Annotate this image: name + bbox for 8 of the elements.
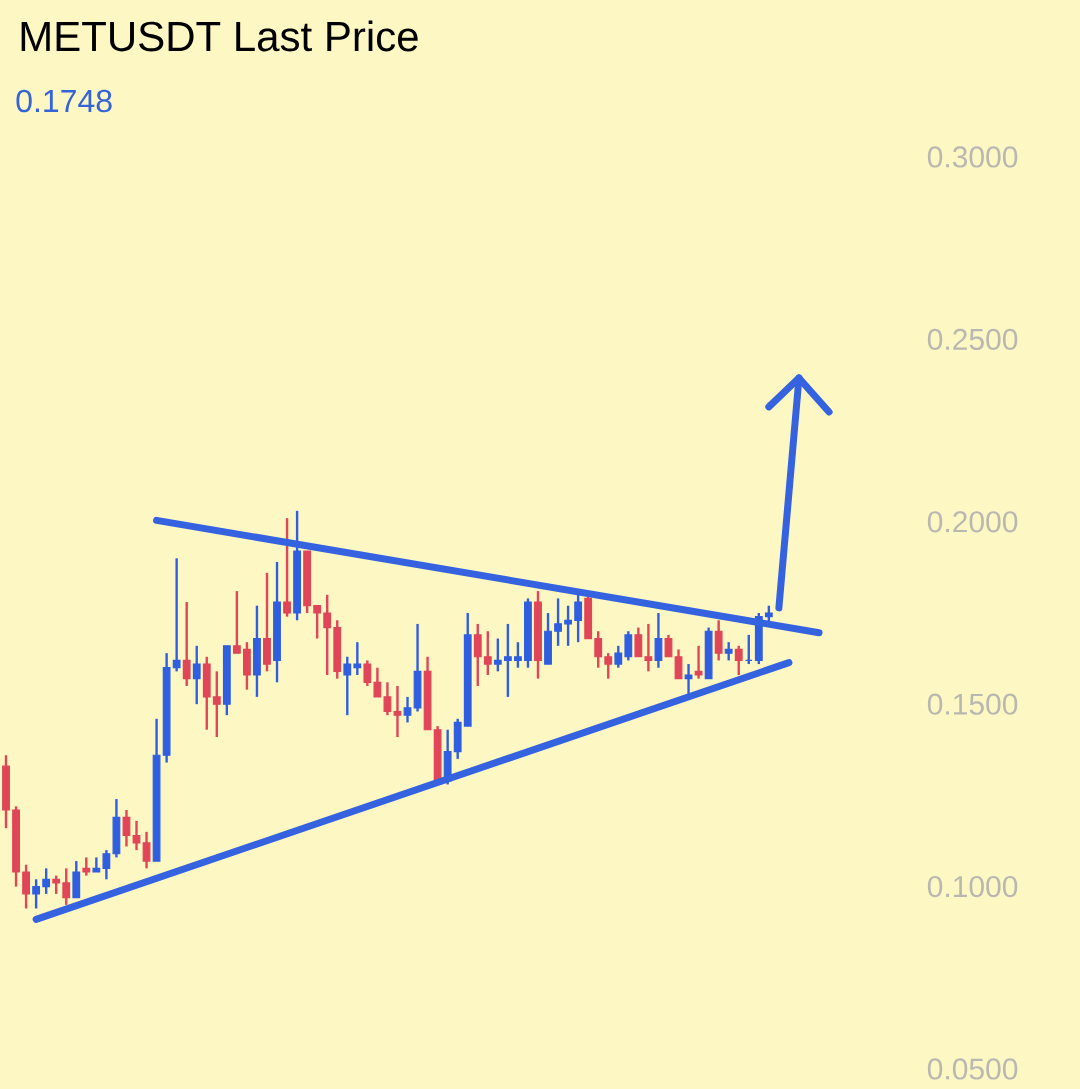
chart-subtitle: 0.1748: [16, 89, 112, 113]
y-tick-label: 0.1000: [927, 875, 1018, 898]
y-tick-label: 0.0500: [927, 1058, 1018, 1080]
y-tick-label: 0.3000: [927, 146, 1018, 168]
y-tick-label: 0.2500: [927, 328, 1018, 351]
y-tick-label: 0.1500: [927, 693, 1018, 715]
chart-title: METUSDT Last Price: [21, 20, 418, 52]
y-tick-label: 0.2000: [927, 511, 1018, 533]
